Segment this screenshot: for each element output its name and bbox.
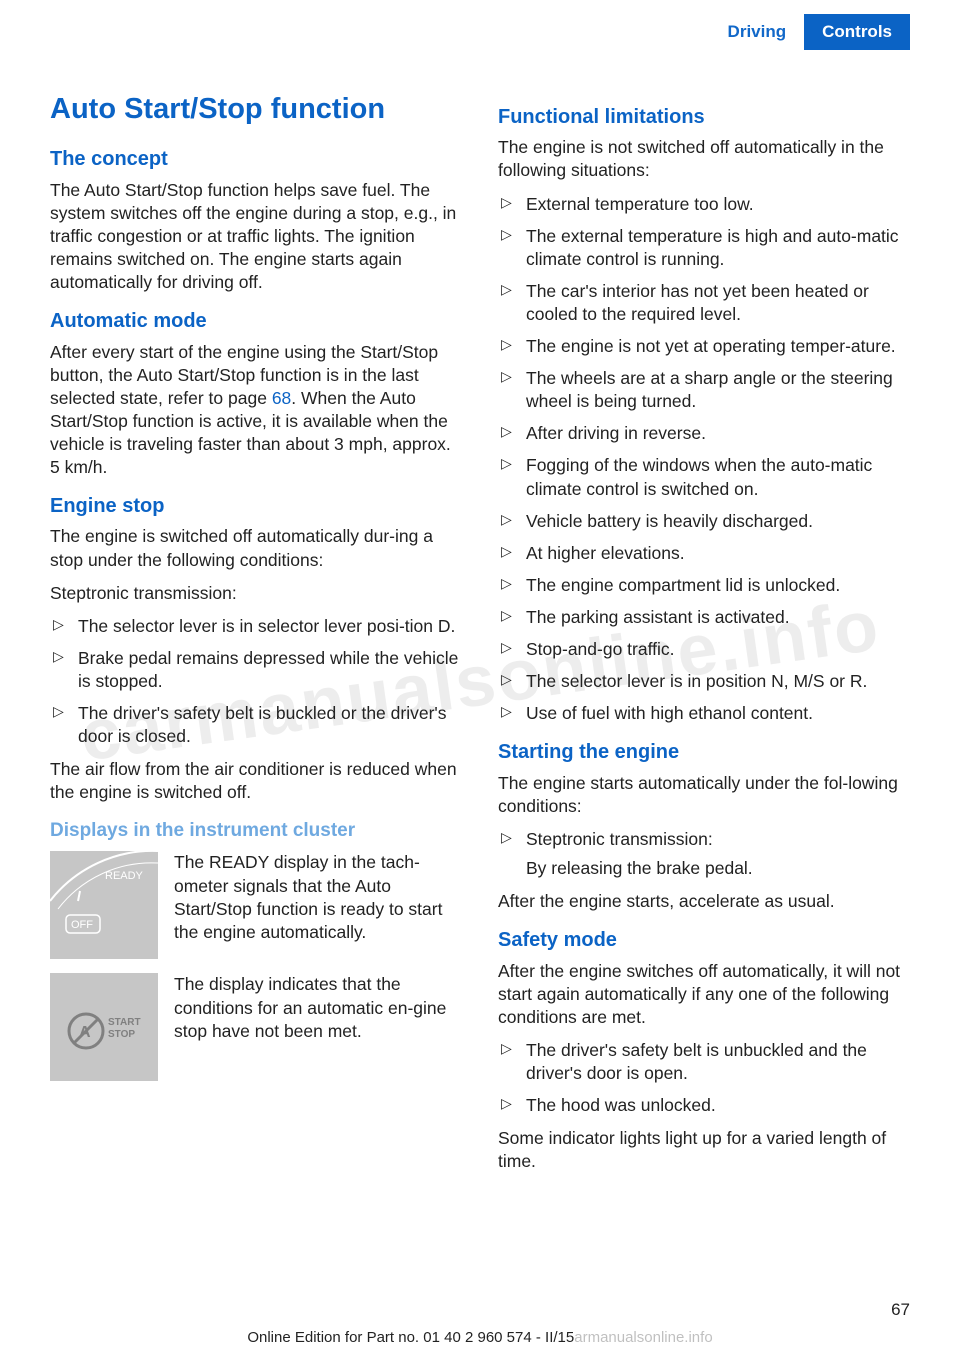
svg-text:STOP: STOP <box>108 1029 135 1040</box>
display-row-ready: READY OFF The READY display in the tach‐… <box>50 851 462 959</box>
header-tabs: Driving Controls <box>710 14 910 50</box>
starting-item-body: By releasing the brake pedal. <box>526 858 753 878</box>
svg-text:START: START <box>108 1017 141 1028</box>
footer-main-text: Online Edition for Part no. 01 40 2 960 … <box>247 1329 574 1346</box>
list-item: The driver's safety belt is buckled or t… <box>50 702 462 748</box>
list-item: The driver's safety belt is unbuckled an… <box>498 1039 910 1085</box>
list-item: Steptronic transmission: By releasing th… <box>498 828 910 880</box>
heading-engine-stop: Engine stop <box>50 493 462 519</box>
content-columns: Auto Start/Stop function The concept The… <box>50 90 910 1292</box>
svg-text:A: A <box>79 1024 91 1041</box>
heading-concept: The concept <box>50 146 462 172</box>
list-engine-stop: The selector lever is in selector lever … <box>50 615 462 748</box>
footer-suffix-text: armanualsonline.info <box>574 1329 712 1346</box>
paragraph-engine-stop-outro: The air flow from the air conditioner is… <box>50 758 462 804</box>
list-item: Fogging of the windows when the auto‐mat… <box>498 454 910 500</box>
list-item: The external temperature is high and aut… <box>498 225 910 271</box>
heading-starting-engine: Starting the engine <box>498 739 910 765</box>
list-item: Brake pedal remains depressed while the … <box>50 647 462 693</box>
page-number: 67 <box>891 1300 910 1320</box>
svg-text:OFF: OFF <box>71 919 93 931</box>
list-item: Vehicle battery is heavily discharged. <box>498 510 910 533</box>
paragraph-concept: The Auto Start/Stop function helps save … <box>50 179 462 294</box>
list-item: The selector lever is in position N, M/S… <box>498 670 910 693</box>
heading-safety-mode: Safety mode <box>498 927 910 953</box>
display-ready-text: The READY display in the tach‐ometer sig… <box>174 851 462 959</box>
paragraph-limitations-intro: The engine is not switched off automatic… <box>498 136 910 182</box>
heading-automatic-mode: Automatic mode <box>50 308 462 334</box>
header-tab-driving: Driving <box>710 14 805 50</box>
footer-line: Online Edition for Part no. 01 40 2 960 … <box>0 1329 960 1346</box>
list-safety: The driver's safety belt is unbuckled an… <box>498 1039 910 1117</box>
display-nostop-text: The display indicates that the condition… <box>174 973 462 1081</box>
list-item: The engine is not yet at operating tempe… <box>498 335 910 358</box>
paragraph-safety-intro: After the engine switches off automatica… <box>498 960 910 1029</box>
header-tab-controls: Controls <box>804 14 910 50</box>
paragraph-starting-intro: The engine starts automatically under th… <box>498 772 910 818</box>
page-container: Driving Controls Auto Start/Stop functio… <box>0 0 960 1362</box>
list-starting: Steptronic transmission: By releasing th… <box>498 828 910 880</box>
list-item: Use of fuel with high ethanol content. <box>498 702 910 725</box>
list-item: The car's interior has not yet been heat… <box>498 280 910 326</box>
heading-functional-limitations: Functional limitations <box>498 104 910 130</box>
start-stop-indicator-icon: A START STOP <box>50 973 158 1081</box>
starting-item-label: Steptronic transmission: <box>526 829 713 849</box>
paragraph-engine-stop-subhead: Steptronic transmission: <box>50 582 462 605</box>
paragraph-engine-stop-intro: The engine is switched off automatically… <box>50 525 462 571</box>
list-item: The selector lever is in selector lever … <box>50 615 462 638</box>
page-title: Auto Start/Stop function <box>50 90 462 128</box>
paragraph-safety-outro: Some indicator lights light up for a var… <box>498 1127 910 1173</box>
list-item: The hood was unlocked. <box>498 1094 910 1117</box>
list-item: After driving in reverse. <box>498 422 910 445</box>
display-row-nostop: A START STOP The display indicates that … <box>50 973 462 1081</box>
list-item: External temperature too low. <box>498 193 910 216</box>
list-item: At higher elevations. <box>498 542 910 565</box>
page-ref-link[interactable]: 68 <box>272 388 291 408</box>
paragraph-automatic-mode: After every start of the engine using th… <box>50 341 462 480</box>
list-item: The parking assistant is activated. <box>498 606 910 629</box>
list-item: The wheels are at a sharp angle or the s… <box>498 367 910 413</box>
list-item: Stop-and-go traffic. <box>498 638 910 661</box>
paragraph-starting-outro: After the engine starts, accelerate as u… <box>498 890 910 913</box>
tachometer-ready-icon: READY OFF <box>50 851 158 959</box>
list-item: The engine compartment lid is unlocked. <box>498 574 910 597</box>
heading-displays: Displays in the instrument cluster <box>50 818 462 843</box>
svg-text:READY: READY <box>105 870 144 882</box>
list-limitations: External temperature too low. The extern… <box>498 193 910 726</box>
